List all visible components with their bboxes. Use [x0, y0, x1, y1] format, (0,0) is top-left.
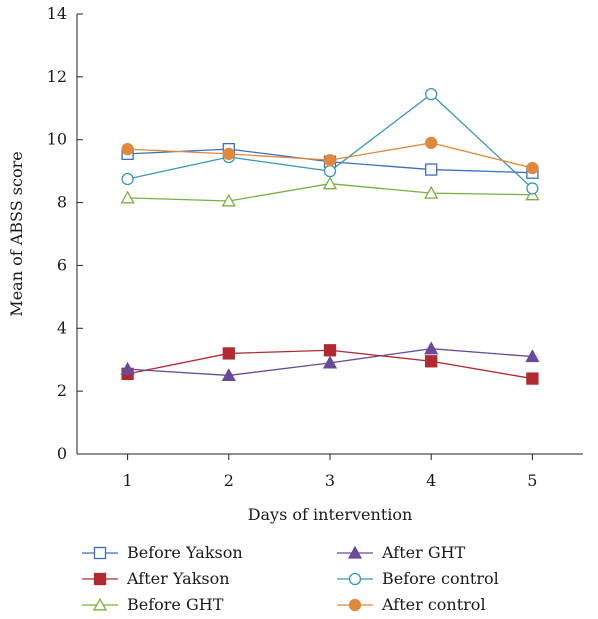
legend: Before Yakson After Yakson Before GHT After…: [82, 543, 499, 614]
legend-item: After GHT: [337, 543, 466, 562]
x-tick-label: 2: [224, 471, 234, 490]
data-point: [323, 344, 337, 357]
data-point: [425, 355, 438, 368]
y-tick-label: 10: [47, 130, 67, 149]
y-tick-label: 4: [57, 318, 67, 337]
data-point: [526, 372, 539, 385]
series-before-ght: [120, 176, 540, 207]
data-point: [322, 176, 338, 190]
data-point: [424, 185, 439, 199]
data-point: [221, 368, 236, 382]
legend-marker: [348, 598, 362, 612]
data-point: [525, 349, 540, 363]
data-point: [425, 136, 438, 150]
x-tick-label: 3: [325, 471, 335, 490]
axes: [76, 14, 583, 455]
data-point: [323, 164, 337, 178]
legend-item: After Yakson: [82, 569, 230, 588]
y-tick-label: 14: [47, 4, 67, 23]
data-point: [222, 347, 235, 360]
data-point: [526, 161, 539, 175]
legend-label: Before GHT: [127, 595, 224, 614]
series-after-control: [121, 136, 539, 175]
legend-label: Before Yakson: [127, 543, 243, 562]
legend-marker: [347, 545, 363, 559]
legend-marker: [93, 546, 107, 560]
x-tick-label: 5: [527, 471, 537, 490]
x-tick-label: 1: [123, 471, 133, 490]
y-axis-label: Mean of ABSS score: [7, 151, 26, 316]
data-point: [222, 147, 235, 161]
x-tick-label: 4: [426, 471, 436, 490]
legend-item: Before GHT: [82, 595, 224, 614]
data-point: [120, 190, 135, 204]
y-tick-label: 12: [47, 67, 67, 86]
data-point: [120, 361, 135, 375]
series-after-ght: [120, 341, 540, 382]
legend-label: Before control: [382, 569, 499, 588]
data-point: [221, 193, 236, 207]
y-tick-label: 8: [57, 193, 67, 212]
legend-label: After Yakson: [126, 569, 230, 588]
data-point: [424, 341, 439, 355]
y-tick-label: 6: [57, 255, 67, 274]
legend-marker: [348, 572, 362, 586]
y-tick-label: 2: [57, 381, 67, 400]
legend-label: After GHT: [381, 543, 466, 562]
legend-item: After control: [337, 595, 486, 614]
legend-label: After control: [381, 595, 486, 614]
data-point: [121, 172, 134, 186]
data-point: [121, 142, 134, 156]
legend-item: Before control: [337, 569, 499, 588]
y-tick-label: 0: [57, 444, 67, 463]
data-point: [425, 163, 438, 176]
data-point: [425, 87, 438, 101]
data-point: [322, 355, 338, 369]
data-point: [526, 182, 539, 195]
x-axis-label: Days of intervention: [248, 505, 413, 524]
legend-marker: [93, 572, 107, 586]
series-layer: [120, 87, 540, 385]
legend-item: Before Yakson: [82, 543, 243, 562]
legend-marker: [92, 597, 108, 611]
data-point: [323, 153, 337, 167]
